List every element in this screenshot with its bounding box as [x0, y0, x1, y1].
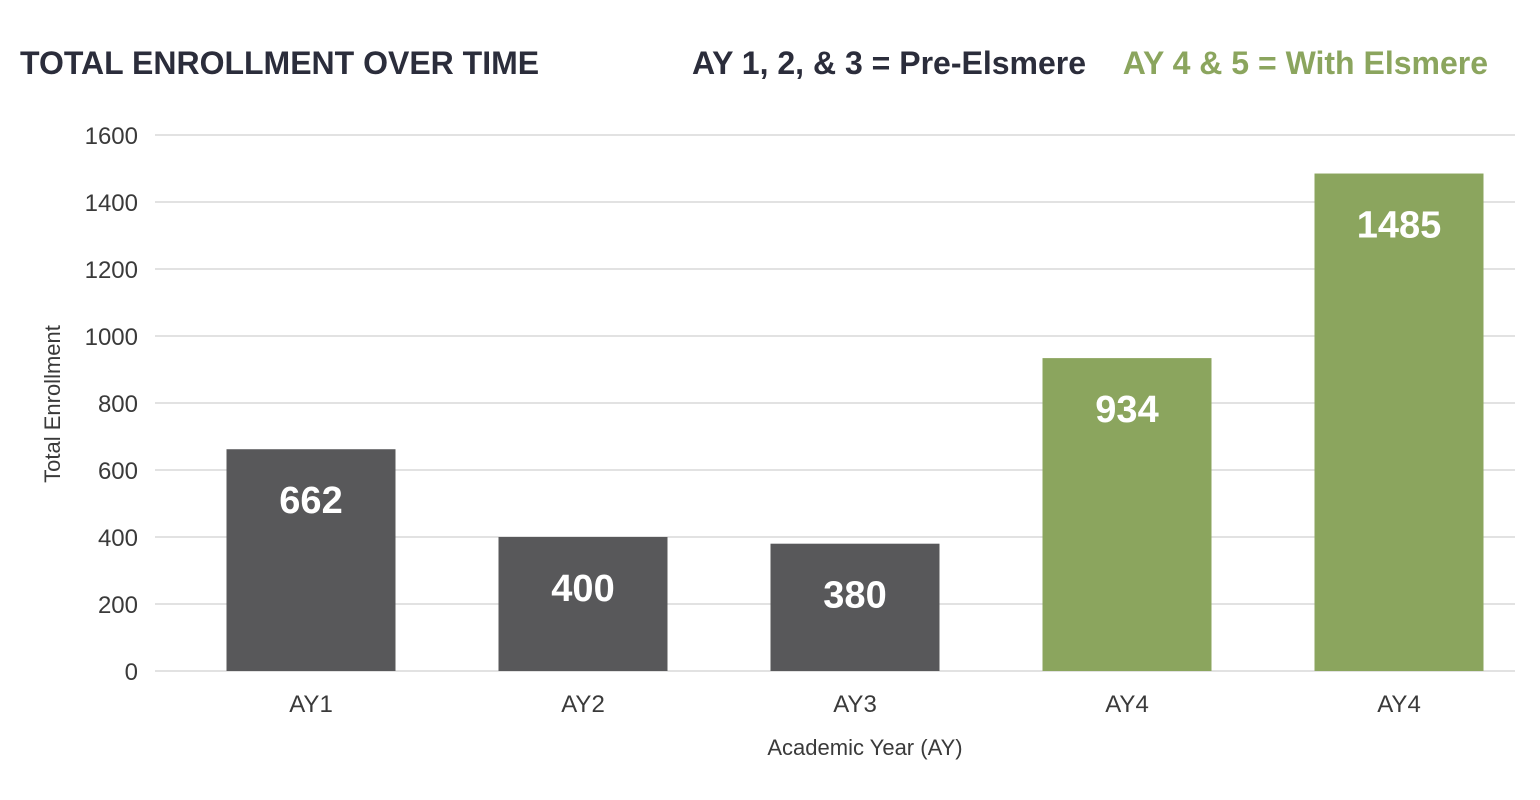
- x-tick-label: AY3: [833, 691, 877, 718]
- y-tick-label: 1400: [85, 190, 138, 217]
- bar-value-label: 400: [551, 568, 614, 610]
- x-tick-label: AY2: [561, 691, 605, 718]
- y-tick-label: 800: [98, 391, 138, 418]
- legend-note-pre-elsmere: AY 1, 2, & 3 = Pre-Elsmere: [692, 45, 1086, 81]
- bars: 662 400 380 934 1485: [227, 174, 1484, 671]
- x-tick-label: AY1: [289, 691, 333, 718]
- bar-5: [1315, 174, 1484, 671]
- y-axis-label: Total Enrollment: [40, 325, 65, 483]
- y-tick-label: 400: [98, 525, 138, 552]
- bar-value-label: 662: [279, 480, 342, 522]
- x-tick-label: AY4: [1105, 691, 1149, 718]
- chart-title: TOTAL ENROLLMENT OVER TIME: [20, 45, 539, 81]
- x-tick-label: AY4: [1377, 691, 1421, 718]
- y-tick-label: 200: [98, 592, 138, 619]
- legend-note-with-elsmere: AY 4 & 5 = With Elsmere: [1123, 45, 1488, 81]
- bar-value-label: 380: [823, 575, 886, 617]
- y-axis-ticks: 0 200 400 600 800 1000 1200 1400 1600: [85, 123, 138, 686]
- bar-value-label: 934: [1095, 389, 1158, 431]
- bar-value-label: 1485: [1357, 205, 1442, 247]
- y-tick-label: 600: [98, 458, 138, 485]
- x-axis-label: Academic Year (AY): [767, 735, 962, 760]
- y-tick-label: 1000: [85, 324, 138, 351]
- y-tick-label: 1200: [85, 257, 138, 284]
- x-axis-ticks: AY1 AY2 AY3 AY4 AY4: [289, 691, 1421, 718]
- y-tick-label: 1600: [85, 123, 138, 150]
- y-tick-label: 0: [125, 659, 138, 686]
